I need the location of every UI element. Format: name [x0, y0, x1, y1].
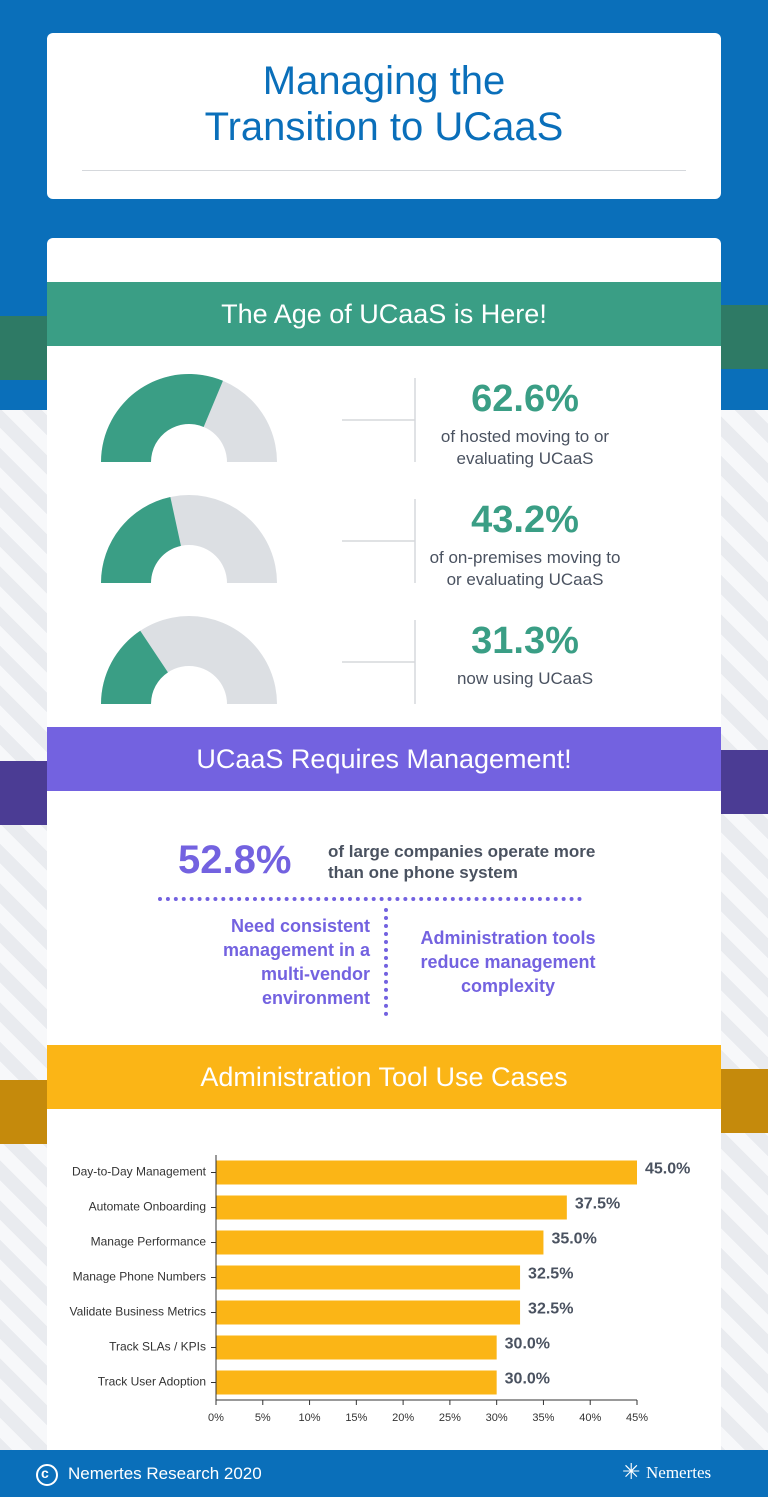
tab — [0, 1080, 47, 1144]
dotted-line — [384, 908, 388, 1016]
tab — [0, 761, 47, 825]
header-card — [47, 33, 721, 199]
y-tick-label: Validate Business Metrics — [70, 1305, 207, 1319]
y-tick-label: Manage Phone Numbers — [73, 1270, 206, 1284]
gauge-value: 62.6% — [471, 378, 579, 420]
x-tick-label: 0% — [208, 1412, 224, 1424]
x-tick-label: 10% — [299, 1412, 321, 1424]
gauge-caption: of on-premises moving to or evaluating U… — [429, 548, 621, 589]
bar — [216, 1160, 637, 1185]
bar — [216, 1265, 521, 1290]
point: Need consistent management in a multi-ve… — [222, 916, 370, 1008]
dotted-line — [158, 897, 582, 901]
section-title: Administration Tool Use Cases — [47, 1045, 721, 1109]
gauge-fill — [101, 630, 168, 704]
logo: Nemertes — [646, 1463, 712, 1482]
value-label: 30.0% — [505, 1371, 550, 1388]
x-tick-label: 40% — [579, 1412, 601, 1424]
stat-text: of large companies operate more than one… — [328, 842, 596, 882]
section-title: UCaaS Requires Management! — [47, 727, 721, 791]
y-tick-label: Automate Onboarding — [89, 1200, 206, 1214]
x-tick-label: 5% — [255, 1412, 271, 1424]
bar — [216, 1335, 497, 1360]
bar — [216, 1230, 544, 1255]
gauge-caption: of hosted moving to or evaluating UCaaS — [440, 427, 610, 468]
x-tick-label: 25% — [439, 1412, 461, 1424]
y-tick-label: Track User Adoption — [98, 1375, 206, 1389]
stat: 52.8% — [178, 838, 292, 882]
x-tick-label: 45% — [626, 1412, 648, 1424]
y-tick-label: Manage Performance — [91, 1235, 207, 1249]
value-label: 37.5% — [575, 1196, 620, 1213]
footer-text: Nemertes Research 2020 — [68, 1464, 262, 1483]
tab — [721, 305, 768, 369]
bar — [216, 1195, 567, 1220]
bar — [216, 1370, 497, 1395]
copyright-c: c — [41, 1465, 49, 1481]
gauge-caption: now using UCaaS — [456, 669, 594, 688]
logo-star: ✳ — [622, 1459, 641, 1484]
value-label: 45.0% — [645, 1161, 690, 1178]
footer — [0, 1450, 768, 1497]
tab — [0, 316, 47, 380]
point: Administration tools reduce management c… — [420, 928, 596, 996]
gauge-fill — [101, 497, 181, 583]
divider — [82, 170, 686, 171]
value-label: 35.0% — [551, 1231, 596, 1248]
tab — [721, 1069, 768, 1133]
value-label: 30.0% — [505, 1336, 550, 1353]
x-tick-label: 15% — [345, 1412, 367, 1424]
bar — [216, 1300, 521, 1325]
y-tick-label: Day-to-Day Management — [72, 1165, 207, 1179]
tab — [721, 750, 768, 814]
x-tick-label: 35% — [532, 1412, 554, 1424]
copyright-icon — [36, 1464, 58, 1486]
gauge-value: 43.2% — [471, 499, 579, 541]
gauge-fill — [101, 374, 223, 462]
value-label: 32.5% — [528, 1301, 573, 1318]
title: Managing the Transition to UCaaS — [204, 59, 564, 149]
value-label: 32.5% — [528, 1266, 573, 1283]
x-tick-label: 30% — [486, 1412, 508, 1424]
section-title: The Age of UCaaS is Here! — [47, 282, 721, 346]
y-tick-label: Track SLAs / KPIs — [109, 1340, 206, 1354]
gauge-value: 31.3% — [471, 620, 579, 662]
x-tick-label: 20% — [392, 1412, 414, 1424]
